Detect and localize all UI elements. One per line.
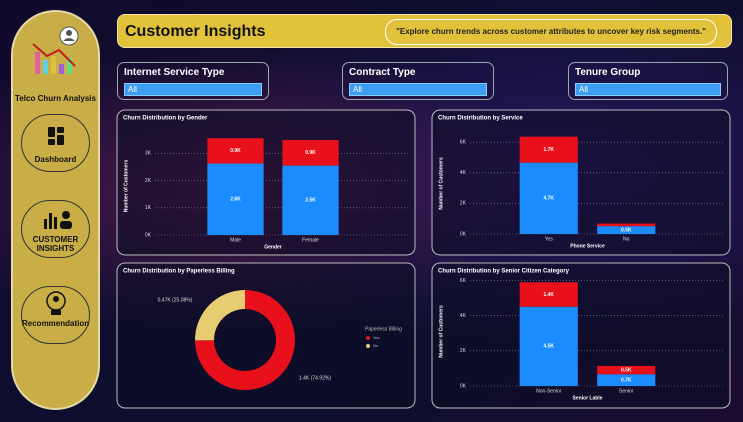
nav-button[interactable]: Recommendation (21, 286, 90, 344)
bar-segment (597, 226, 656, 234)
sidebar-title: Telco Churn Analysis (15, 94, 96, 103)
panel (116, 109, 416, 256)
bar-segment (597, 374, 656, 386)
y-tick-label: 4K (460, 313, 467, 319)
panel (431, 109, 731, 256)
bar-segment (519, 306, 578, 386)
legend-swatch (366, 336, 370, 340)
data-label: 4.7K (543, 196, 554, 202)
data-label: 2.6K (230, 197, 241, 203)
chart-title: Churn Distribution by Paperless Billing (123, 269, 235, 275)
filter-label: Internet Service Type (124, 67, 225, 78)
data-label: 4.5K (543, 344, 554, 350)
header-quote: "Explore churn trends across customer at… (385, 19, 717, 45)
data-label: 0.9K (305, 150, 316, 156)
data-label: 0.47K (25.08%) (158, 297, 193, 303)
chart-title: Churn Distribution by Senior Citizen Cat… (438, 269, 570, 275)
dropdown[interactable]: All (575, 83, 721, 96)
y-axis-title: Number of Customers (438, 305, 444, 358)
y-tick-label: 0K (145, 232, 152, 238)
data-label: 0.5K (621, 227, 632, 233)
x-tick-label: Yes (545, 236, 554, 242)
x-axis-title: Gender (264, 244, 282, 250)
logo (32, 26, 79, 74)
y-tick-label: 3K (145, 151, 152, 157)
y-tick-label: 2K (145, 178, 152, 184)
nav-button[interactable]: Dashboard (21, 114, 90, 172)
x-tick-label: Non-Senior (536, 388, 562, 394)
donut-slice (195, 290, 296, 390)
nav-label: Dashboard (34, 155, 77, 164)
y-tick-label: 2K (460, 348, 467, 354)
data-label: 0.9K (230, 148, 241, 154)
legend-title: Paperless Billing (365, 326, 402, 332)
data-label: 0.5K (621, 367, 632, 373)
icon (46, 291, 66, 315)
nav-button[interactable]: CUSTOMER INSIGHTS (21, 200, 90, 258)
y-tick-label: 6K (460, 140, 467, 146)
legend-swatch (366, 344, 370, 348)
y-tick-label: 1K (145, 205, 152, 211)
x-tick-label: No (623, 236, 630, 242)
nav-label: Recommendation (22, 319, 90, 328)
filter-label: Contract Type (349, 67, 416, 78)
page-title: Customer Insights (125, 23, 266, 40)
bar-segment (597, 223, 656, 227)
legend-label: No (373, 343, 379, 348)
x-tick-label: Female (302, 237, 319, 243)
donut-slice (195, 290, 245, 341)
bar-segment (519, 282, 578, 307)
data-label: 2.5K (305, 198, 316, 204)
y-tick-label: 6K (460, 278, 467, 284)
y-tick-label: 2K (460, 201, 467, 207)
panel (431, 262, 731, 409)
x-tick-label: Senior (619, 388, 634, 394)
header: Customer Insights "Explore churn trends … (117, 14, 732, 48)
data-label: 1.4K (74.92%) (299, 375, 331, 381)
bar-segment (519, 162, 578, 234)
data-label: 1.4K (543, 292, 554, 298)
bar-segment (207, 163, 264, 235)
y-tick-label: 4K (460, 170, 467, 176)
filter: Tenure Group All (568, 62, 728, 100)
bar-segment (519, 136, 578, 163)
x-axis-title: Senior Lable (572, 395, 602, 401)
filter: Contract Type All (342, 62, 494, 100)
y-axis-title: Number of Customers (123, 160, 129, 213)
chart-title: Churn Distribution by Gender (123, 116, 208, 122)
dropdown[interactable]: All (124, 83, 262, 96)
icon (48, 127, 64, 145)
legend-label: Yes (373, 335, 380, 340)
nav-label: CUSTOMER INSIGHTS (32, 235, 79, 253)
sidebar: Telco Churn Analysis Dashboard CUSTOMER … (13, 12, 98, 408)
icon (44, 211, 72, 229)
y-axis-title: Number of Customers (438, 157, 444, 210)
data-label: 1.7K (543, 147, 554, 153)
bar-segment (597, 365, 656, 375)
x-tick-label: Male (230, 237, 241, 243)
chart-title: Churn Distribution by Service (438, 116, 523, 122)
x-axis-title: Phone Service (570, 243, 605, 249)
data-label: 0.7K (621, 377, 632, 383)
panel (116, 262, 416, 409)
y-tick-label: 0K (460, 231, 467, 237)
y-tick-label: 0K (460, 383, 467, 389)
bar-segment (282, 140, 339, 166)
filter-label: Tenure Group (575, 67, 641, 78)
bar-segment (282, 165, 339, 235)
dropdown[interactable]: All (349, 83, 487, 96)
bar-segment (207, 138, 264, 164)
filter: Internet Service Type All (117, 62, 269, 100)
